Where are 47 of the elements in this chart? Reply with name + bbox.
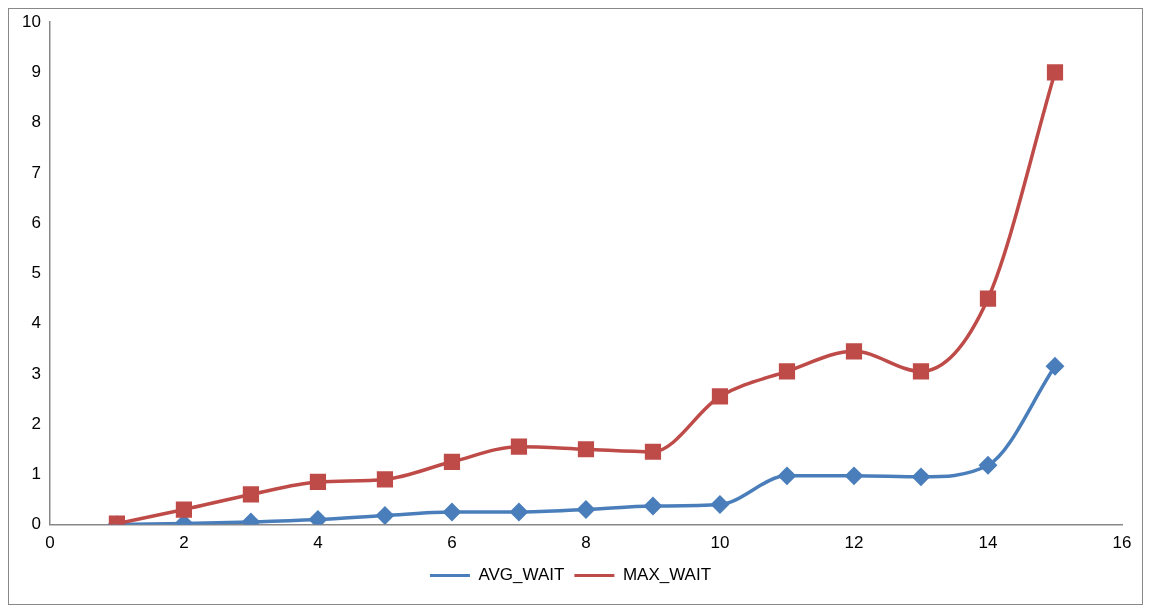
- point: [979, 456, 997, 475]
- point: [510, 503, 528, 521]
- point: [242, 486, 260, 503]
- y-tick-label: 1: [31, 464, 41, 484]
- point: [577, 441, 595, 458]
- x-tick-label: 2: [179, 533, 189, 553]
- y-tick-label: 0: [31, 514, 41, 534]
- x-tick-label: 8: [581, 533, 591, 553]
- x-tick-label: 0: [45, 533, 55, 553]
- point: [711, 495, 729, 514]
- legend-label: AVG_WAIT: [478, 565, 565, 585]
- point: [845, 343, 863, 360]
- legend-label: MAX_WAIT: [622, 565, 712, 585]
- y-tick-label: 2: [31, 413, 41, 433]
- y-tick-label: 6: [31, 212, 41, 232]
- point: [1046, 357, 1064, 376]
- point: [778, 467, 796, 485]
- point: [845, 467, 863, 485]
- point: [1046, 64, 1064, 81]
- point: [510, 438, 528, 455]
- point: [577, 500, 595, 519]
- point: [778, 363, 796, 380]
- y-tick-label: 5: [31, 263, 41, 283]
- y-tick-label: 9: [31, 62, 41, 82]
- y-tick-label: 10: [21, 11, 41, 31]
- point: [443, 453, 461, 470]
- point: [309, 473, 327, 491]
- y-tick-label: 3: [31, 363, 41, 383]
- point: [376, 506, 394, 525]
- x-tick-label: 10: [710, 533, 730, 553]
- point: [912, 363, 930, 380]
- x-tick-label: 6: [447, 533, 457, 553]
- y-tick-label: 7: [31, 162, 41, 182]
- x-tick-label: 16: [1112, 533, 1132, 553]
- point: [376, 471, 394, 488]
- point: [644, 497, 662, 515]
- point: [711, 388, 729, 405]
- x-tick-label: 4: [313, 533, 323, 553]
- point: [979, 290, 997, 307]
- point: [912, 468, 930, 486]
- point: [443, 503, 461, 521]
- y-tick-label: 8: [31, 112, 41, 132]
- y-tick-label: 4: [31, 313, 41, 333]
- x-tick-label: 14: [978, 533, 998, 553]
- point: [644, 443, 662, 460]
- x-tick-label: 12: [844, 533, 864, 553]
- point: [175, 501, 193, 518]
